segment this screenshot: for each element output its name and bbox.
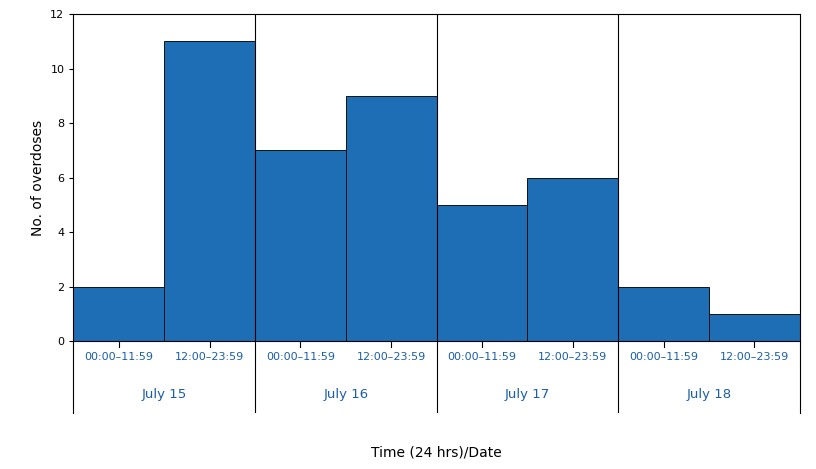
Text: July 16: July 16 bbox=[323, 388, 368, 401]
Text: 12:00–23:59: 12:00–23:59 bbox=[175, 352, 244, 362]
Text: 12:00–23:59: 12:00–23:59 bbox=[720, 352, 789, 362]
Bar bbox=[437, 205, 527, 341]
Text: 00:00–11:59: 00:00–11:59 bbox=[84, 352, 153, 362]
Bar bbox=[709, 314, 800, 341]
Y-axis label: No. of overdoses: No. of overdoses bbox=[31, 120, 45, 236]
Text: Time (24 hrs)/Date: Time (24 hrs)/Date bbox=[371, 446, 502, 460]
Bar bbox=[527, 178, 619, 341]
Bar bbox=[164, 41, 255, 341]
Text: July 15: July 15 bbox=[142, 388, 187, 401]
Text: 00:00–11:59: 00:00–11:59 bbox=[447, 352, 517, 362]
Text: July 18: July 18 bbox=[686, 388, 731, 401]
Bar bbox=[619, 287, 709, 341]
Bar bbox=[73, 287, 164, 341]
Text: 00:00–11:59: 00:00–11:59 bbox=[629, 352, 698, 362]
Text: 00:00–11:59: 00:00–11:59 bbox=[266, 352, 335, 362]
Bar bbox=[346, 96, 437, 341]
Text: 12:00–23:59: 12:00–23:59 bbox=[357, 352, 426, 362]
Text: July 17: July 17 bbox=[505, 388, 550, 401]
Text: 12:00–23:59: 12:00–23:59 bbox=[538, 352, 607, 362]
Bar bbox=[255, 151, 346, 341]
